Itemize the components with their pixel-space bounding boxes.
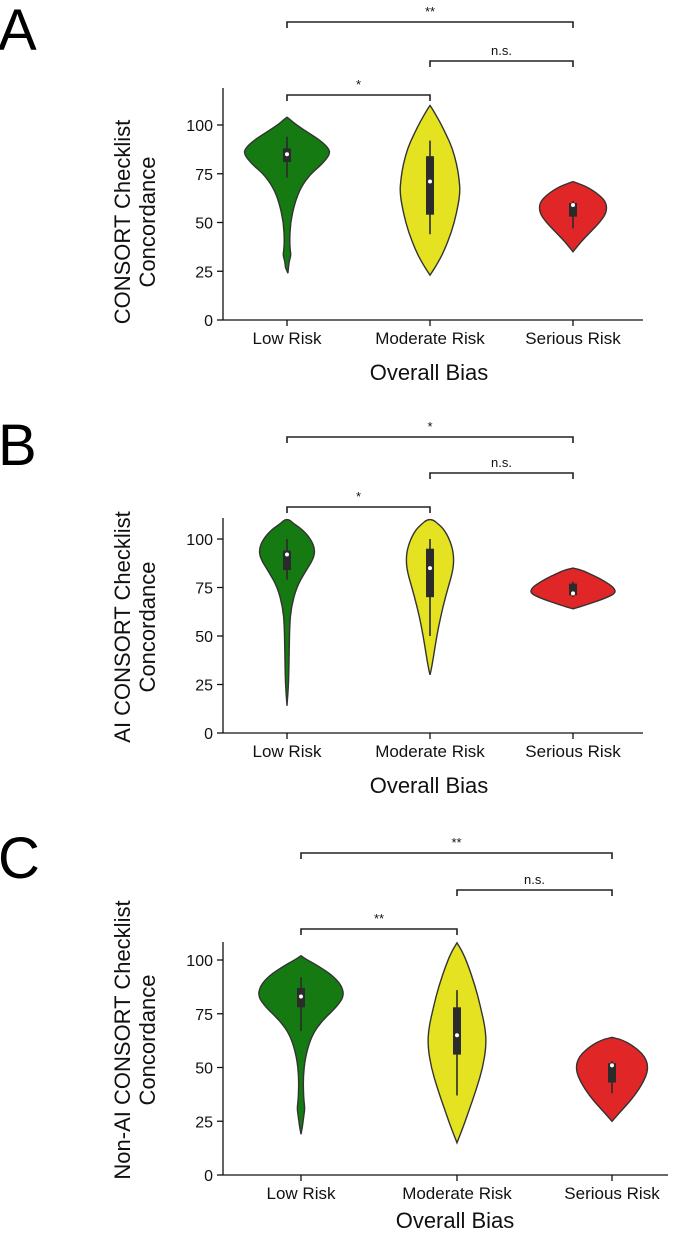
sig-label-a-0: ** [425,4,435,19]
iqr-box-b-1 [426,548,434,598]
panel-letter-b: B [0,413,37,478]
y-tick-label-c-25: 25 [195,1114,213,1131]
panel-letter-c: C [0,826,40,891]
y-tick-label-a-0: 0 [204,313,213,330]
panel-letter-a: A [0,0,37,63]
iqr-box-b-2 [569,583,577,596]
y-tick-label-b-25: 25 [195,678,213,695]
y-axis-title-a-line2: Concordance [135,157,160,288]
y-tick-label-a-100: 100 [186,118,213,135]
y-tick-label-b-50: 50 [195,629,213,646]
violin-c-0 [258,954,344,1135]
iqr-box-a-1 [426,156,434,215]
sig-label-c-0: ** [451,835,461,850]
panel-c: C Non-AI CONSORT Checklist Concordance O… [0,826,668,1233]
y-axis-title-c-line2: Concordance [135,975,160,1106]
sig-bracket-b-1 [429,472,574,479]
y-axis-title-a-line1: CONSORT Checklist [110,120,135,325]
violin-b-0 [258,518,316,706]
x-axis-title-a: Overall Bias [370,360,489,385]
x-axis-title-b: Overall Bias [370,773,489,798]
x-tick-label-b-0: Low Risk [253,742,322,761]
median-dot-b-1 [428,566,432,571]
y-tick-label-a-50: 50 [195,216,213,233]
median-dot-b-2 [571,591,575,596]
x-tick-label-a-0: Low Risk [253,329,322,348]
sig-bracket-a-1 [429,60,574,67]
iqr-box-b-0 [283,550,291,571]
y-tick-label-a-25: 25 [195,264,213,281]
sig-bracket-b-2 [286,506,431,513]
sig-label-c-1: n.s. [524,872,545,887]
y-tick-label-b-75: 75 [195,581,213,598]
y-tick-label-b-100: 100 [186,532,213,549]
sig-label-c-2: ** [374,911,384,926]
violin-a-0 [243,116,331,274]
median-dot-a-1 [428,179,432,184]
x-tick-label-b-2: Serious Risk [525,742,621,761]
sig-bracket-a-0 [286,21,574,28]
y-tick-label-c-100: 100 [186,953,213,970]
panel-a: A CONSORT Checklist Concordance Overall … [0,0,643,385]
y-tick-label-c-75: 75 [195,1007,213,1024]
iqr-box-c-2 [608,1063,616,1083]
sig-label-b-1: n.s. [491,455,512,470]
plot-area-b: 0 25 50 75 100 Low Risk Moderate Risk Serious R… [186,419,643,761]
x-tick-label-a-1: Moderate Risk [375,329,485,348]
median-dot-b-0 [285,552,289,557]
iqr-box-a-2 [569,203,577,217]
median-dot-c-0 [299,994,303,999]
plot-area-c: 0 25 50 75 100 Low Risk Moderate Risk Serious R… [186,835,668,1203]
y-tick-label-c-0: 0 [204,1168,213,1185]
sig-bracket-c-0 [300,852,613,859]
y-axis-title-b-line2: Concordance [135,562,160,693]
y-tick-label-c-50: 50 [195,1061,213,1078]
y-tick-label-b-0: 0 [204,726,213,743]
median-dot-a-2 [571,202,575,207]
panel-b: B AI CONSORT Checklist Concordance Overa… [0,413,643,798]
median-dot-c-1 [455,1033,459,1038]
x-axis-title-c: Overall Bias [396,1208,515,1233]
sig-bracket-a-2 [286,94,431,101]
sig-label-a-2: * [356,77,361,92]
y-axis-title-c-line1: Non-AI CONSORT Checklist [110,900,135,1179]
median-dot-a-0 [285,152,289,157]
sig-label-a-1: n.s. [491,43,512,58]
sig-label-b-2: * [356,489,361,504]
x-tick-label-c-1: Moderate Risk [402,1184,512,1203]
x-tick-label-c-0: Low Risk [267,1184,336,1203]
y-tick-label-a-75: 75 [195,167,213,184]
iqr-box-c-1 [453,1007,461,1055]
sig-bracket-c-1 [456,889,613,896]
plot-area-a: 0 25 50 75 100 Low Risk Moderate Risk Serious R… [186,4,643,348]
x-tick-label-c-2: Serious Risk [564,1184,660,1203]
sig-bracket-c-2 [300,928,458,935]
y-axis-title-b-line1: AI CONSORT Checklist [110,511,135,742]
x-tick-label-a-2: Serious Risk [525,329,621,348]
sig-bracket-b-0 [286,436,574,443]
median-dot-c-2 [610,1063,614,1068]
x-tick-label-b-1: Moderate Risk [375,742,485,761]
sig-label-b-0: * [427,419,432,434]
